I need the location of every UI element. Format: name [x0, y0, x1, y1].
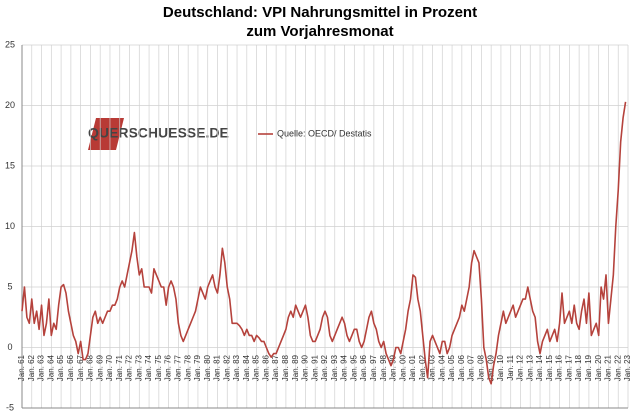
- x-tick-label: Jan. 97: [369, 354, 378, 381]
- x-tick-label: Jan. 18: [574, 354, 583, 381]
- chart-subtitle: zum Vorjahresmonat: [246, 23, 393, 40]
- x-tick-label: Jan. 85: [252, 354, 261, 381]
- x-tick-label: Jan. 88: [281, 354, 290, 381]
- x-tick-label: Jan. 08: [476, 354, 485, 381]
- x-tick-label: Jan. 87: [271, 354, 280, 381]
- y-tick-label: -5: [6, 402, 14, 412]
- x-tick-label: Jan. 13: [525, 354, 534, 381]
- x-tick-label: Jan. 01: [408, 354, 417, 381]
- x-tick-label: Jan. 11: [506, 354, 515, 380]
- x-tick-label: Jan. 90: [301, 354, 310, 381]
- x-tick-label: Jan. 79: [193, 354, 202, 381]
- x-tick-label: Jan. 89: [291, 354, 300, 381]
- x-tick-label: Jan. 12: [516, 354, 525, 381]
- x-tick-label: Jan. 03: [428, 354, 437, 381]
- x-tick-label: Jan. 75: [154, 354, 163, 381]
- x-tick-label: Jan. 07: [467, 354, 476, 381]
- x-tick-label: Jan. 76: [164, 354, 173, 381]
- x-tick-label: Jan. 09: [486, 354, 495, 381]
- y-tick-label: 15: [5, 160, 15, 170]
- x-tick-label: Jan. 19: [584, 354, 593, 381]
- x-tick-label: Jan. 10: [496, 354, 505, 381]
- x-tick-label: Jan. 82: [222, 354, 231, 381]
- y-tick-label: 20: [5, 100, 15, 110]
- x-tick-label: Jan. 22: [613, 354, 622, 381]
- x-tick-label: Jan. 92: [320, 354, 329, 381]
- data-line: [21, 101, 627, 385]
- x-tick-label: Jan. 66: [66, 354, 75, 381]
- x-tick-label: Jan. 91: [310, 354, 319, 381]
- x-tick-label: Jan. 06: [457, 354, 466, 381]
- x-tick-label: Jan. 67: [76, 354, 85, 381]
- x-tick-label: Jan. 95: [349, 354, 358, 381]
- x-tick-label: Jan. 74: [144, 354, 153, 381]
- x-tick-label: Jan. 23: [623, 354, 632, 381]
- x-tick-label: Jan. 15: [545, 354, 554, 381]
- y-tick-label: 0: [7, 342, 12, 352]
- x-tick-label: Jan. 77: [173, 354, 182, 381]
- logo: QUERSCHUESSE.DE: [88, 125, 229, 141]
- x-tick-label: Jan. 17: [564, 354, 573, 381]
- y-tick-label: 25: [5, 39, 15, 49]
- x-tick-label: Jan. 62: [27, 354, 36, 381]
- y-tick-label: 10: [5, 221, 15, 231]
- x-tick-label: Jan. 86: [261, 354, 270, 381]
- x-tick-label: Jan. 98: [379, 354, 388, 381]
- x-tick-label: Jan. 05: [447, 354, 456, 381]
- x-tick-label: Jan. 68: [86, 354, 95, 381]
- x-tick-label: Jan. 69: [95, 354, 104, 381]
- x-tick-label: Jan. 72: [125, 354, 134, 381]
- x-tick-label: Jan. 73: [134, 354, 143, 381]
- x-tick-label: Jan. 94: [340, 354, 349, 381]
- x-tick-label: Jan. 21: [604, 354, 613, 381]
- x-tick-label: Jan. 65: [56, 354, 65, 381]
- x-tick-label: Jan. 71: [115, 354, 124, 381]
- x-tick-label: Jan. 20: [594, 354, 603, 381]
- x-tick-label: Jan. 04: [437, 354, 446, 381]
- x-tick-label: Jan. 99: [389, 354, 398, 381]
- x-tick-label: Jan. 00: [398, 354, 407, 381]
- x-tick-label: Jan. 83: [232, 354, 241, 381]
- legend-label: Quelle: OECD/ Destatis: [277, 128, 372, 138]
- y-tick-label: 5: [7, 281, 12, 291]
- x-tick-label: Jan. 70: [105, 354, 114, 381]
- x-tick-label: Jan. 63: [37, 354, 46, 381]
- x-tick-label: Jan. 78: [183, 354, 192, 381]
- chart-title: Deutschland: VPI Nahrungsmittel in Proze…: [163, 4, 477, 21]
- x-tick-label: Jan. 84: [242, 354, 251, 381]
- x-tick-label: Jan. 64: [46, 354, 55, 381]
- x-tick-label: Jan. 93: [330, 354, 339, 381]
- x-tick-label: Jan. 02: [418, 354, 427, 381]
- x-tick-label: Jan. 80: [203, 354, 212, 381]
- x-tick-label: Jan. 81: [213, 354, 222, 381]
- x-tick-label: Jan. 96: [359, 354, 368, 381]
- logo-mark: [88, 118, 124, 150]
- x-tick-label: Jan. 16: [555, 354, 564, 381]
- x-tick-label: Jan. 14: [535, 354, 544, 381]
